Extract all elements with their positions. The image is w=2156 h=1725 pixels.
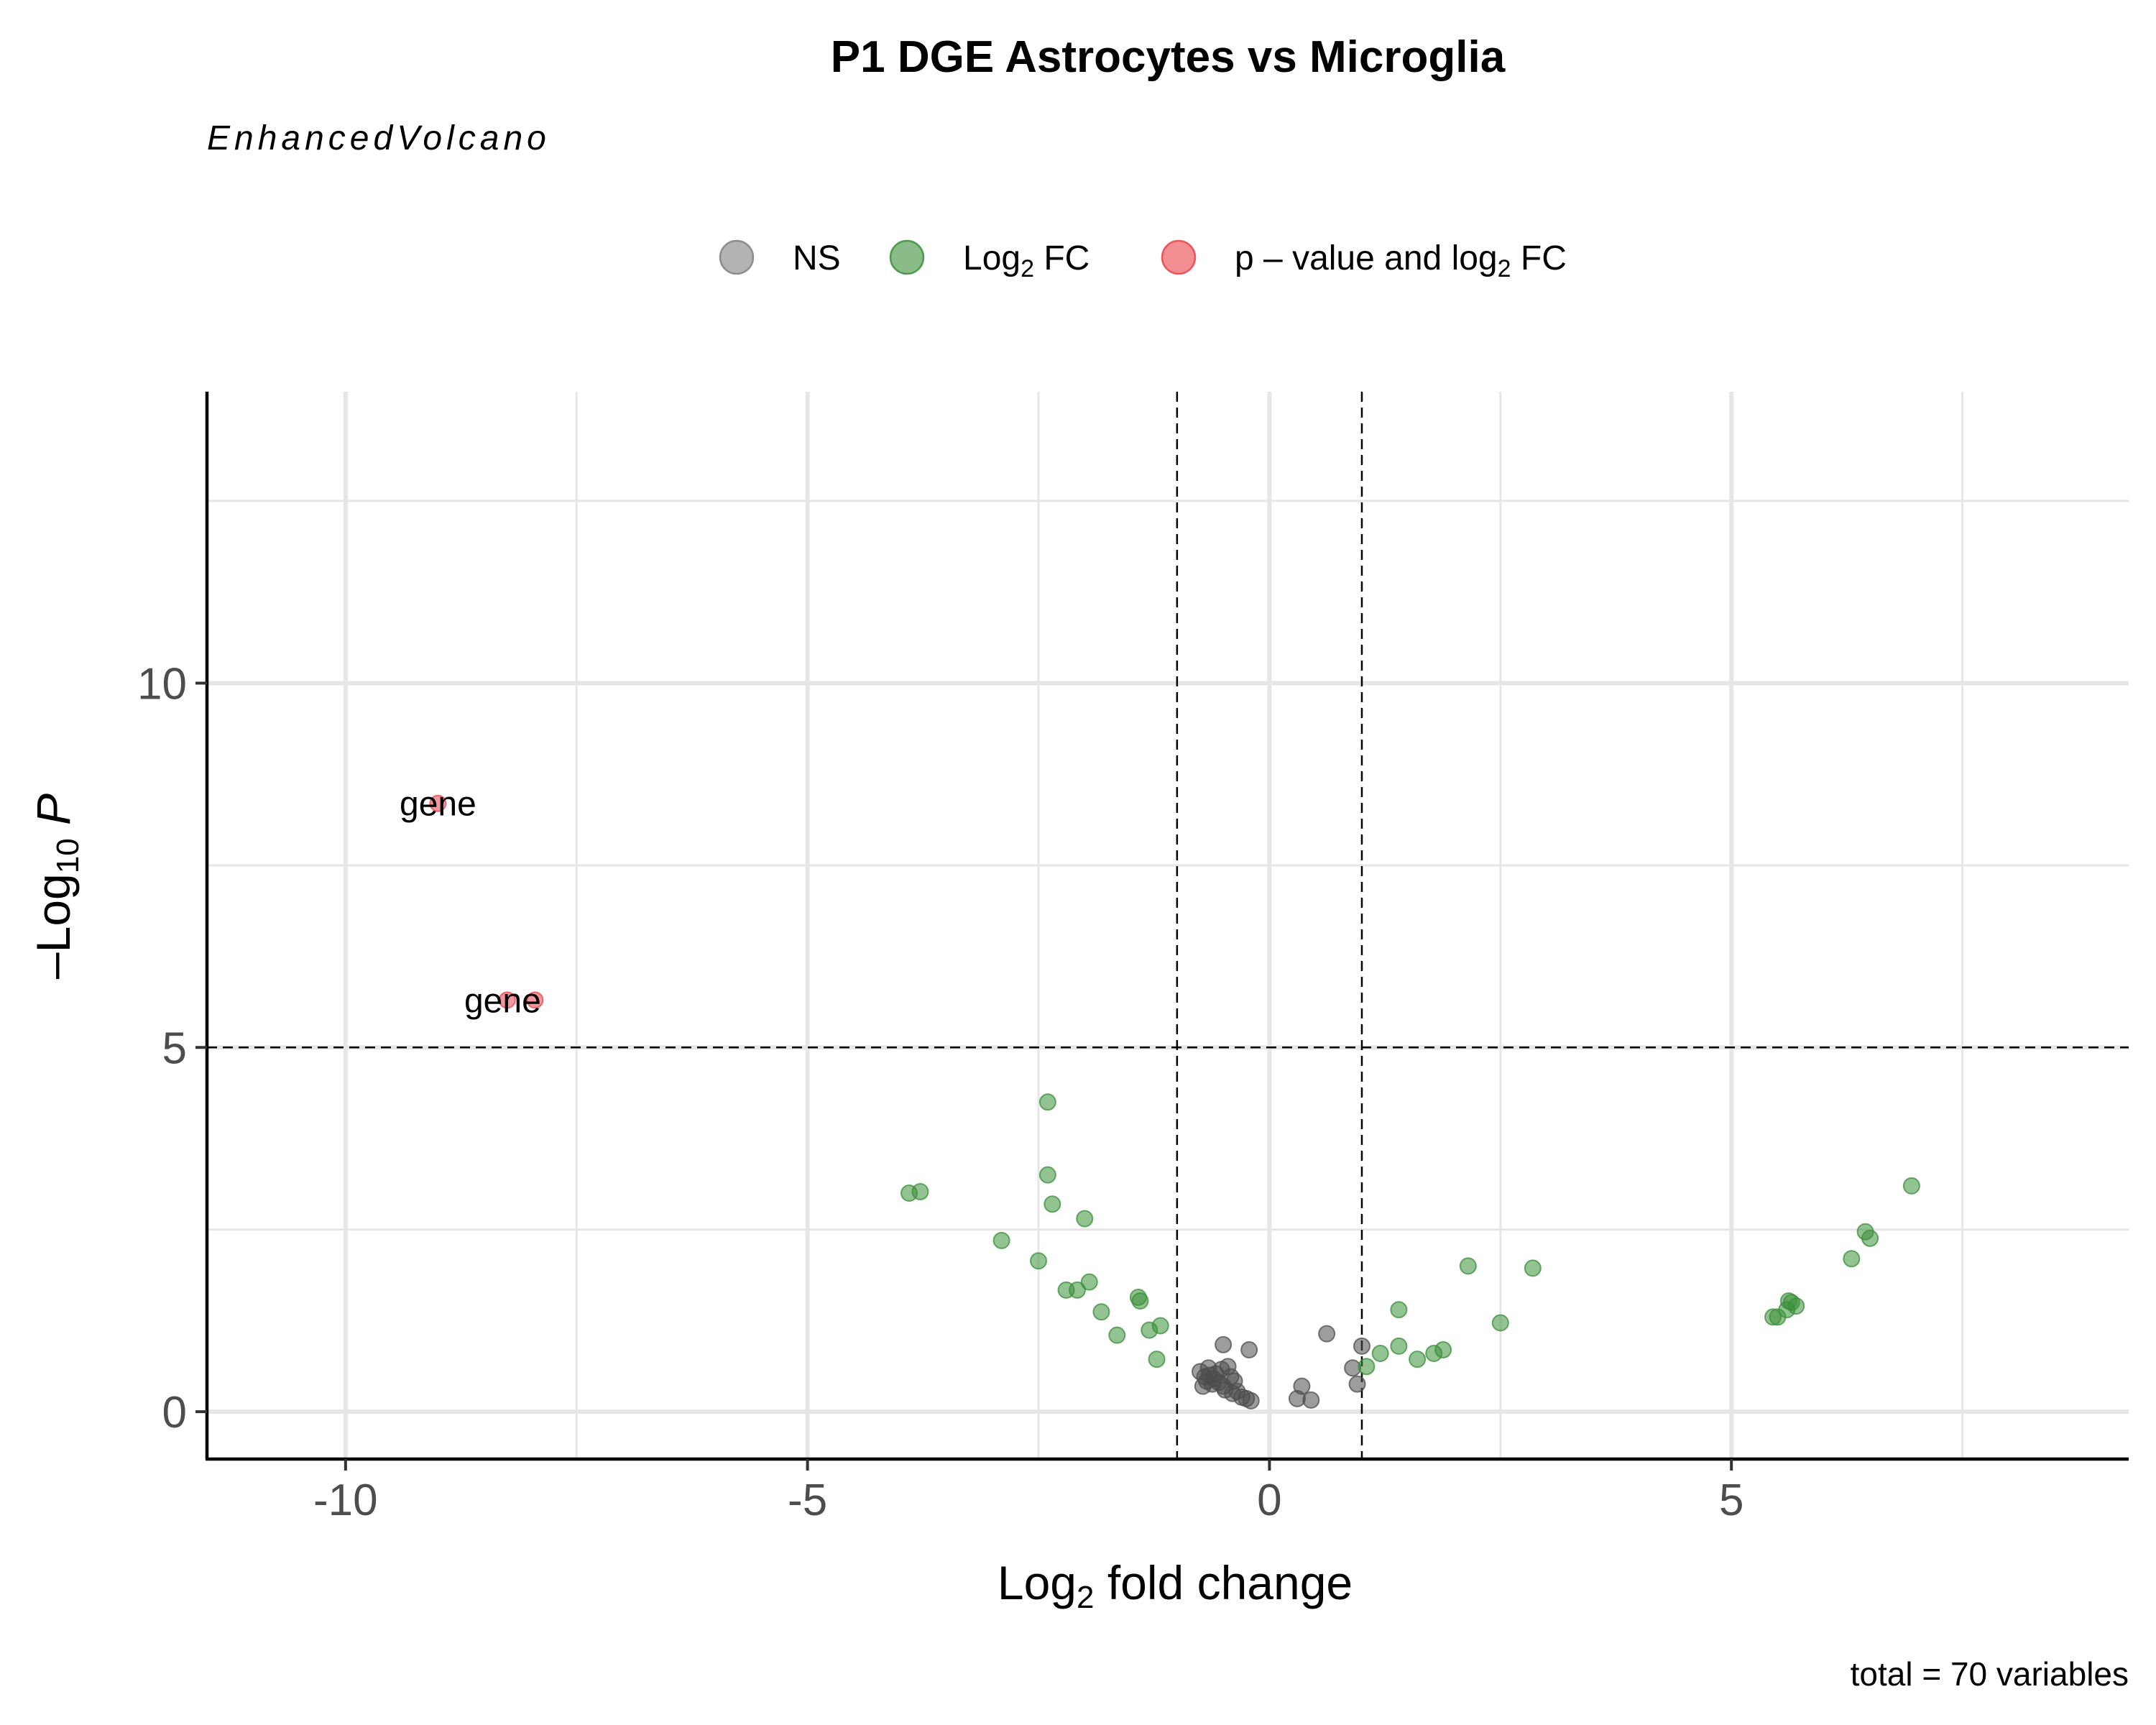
data-point-fc [1902,1177,1920,1195]
y-axis-title: –Log10 P [27,794,86,979]
point-labels: gene gene [400,786,541,1021]
legend-label-base: Log [963,239,1021,277]
data-point-fc [911,1182,929,1200]
data-point-fc [1030,1252,1048,1270]
chart-caption: total = 70 variables [1851,1655,2129,1693]
data-point-fc [1491,1314,1509,1332]
chart-subtitle: EnhancedVolcano [207,119,550,157]
data-point-both [429,794,447,812]
legend-key-ns [719,239,755,275]
data-point-fc [1044,1195,1061,1213]
data-point-fc [1038,1166,1056,1184]
data-points [429,794,1920,1409]
legend: NS Log2 FC p – value and log2 FC [719,239,1567,282]
data-point-fc [1069,1281,1087,1299]
data-point-fc [1861,1229,1879,1247]
data-point-fc [1524,1259,1542,1277]
point-label: gene [400,786,476,824]
data-point-fc [1409,1351,1427,1368]
y-axis-title-tail: P [27,794,80,838]
legend-label-both: p – value and log2 FC [1235,239,1567,282]
x-axis-title: Log2 fold change [998,1556,1353,1615]
legend-label-sub: 2 [1498,255,1511,282]
data-point-fc [1390,1337,1408,1355]
legend-key-fc [889,239,925,275]
data-point-ns [1242,1392,1260,1409]
data-point-fc [1390,1301,1408,1319]
x-tick-label: 0 [1257,1476,1281,1525]
data-point-fc [1092,1303,1110,1321]
x-axis-title-sub: 2 [1077,1580,1094,1615]
data-point-fc [1843,1250,1861,1268]
y-tick-label: 0 [162,1388,187,1438]
data-point-fc [1787,1297,1805,1315]
y-axis-title-pre: –Log [27,873,80,979]
data-point-fc [1459,1257,1477,1275]
data-point-fc [1108,1326,1126,1344]
x-tick-label: 5 [1719,1476,1743,1525]
legend-label-tail: FC [1511,239,1567,277]
data-point-fc [1151,1317,1169,1335]
data-point-fc [992,1231,1010,1249]
data-point-ns [1293,1377,1311,1395]
x-tick-label: -5 [788,1476,827,1525]
legend-label-base: p – value and log [1235,239,1498,277]
cutoff-lines [207,392,2129,1459]
y-tick-label: 10 [137,659,187,709]
data-point-fc [1080,1273,1098,1291]
point-label: gene [464,982,541,1020]
ticks: -10 -5 0 5 0 5 10 [137,659,1743,1525]
legend-label-fc: Log2 FC [963,239,1089,282]
y-tick-label: 5 [162,1024,187,1073]
data-point-ns [1348,1375,1366,1393]
x-tick-label: -10 [313,1476,378,1525]
data-point-fc [1038,1093,1056,1111]
legend-key-both [1161,239,1197,275]
axes [205,392,2129,1461]
data-point-fc [1358,1358,1376,1376]
data-point-both [526,991,544,1009]
data-point-both [498,991,516,1009]
data-point-ns [1194,1377,1212,1395]
plot-grid [207,392,2129,1459]
legend-label-tail: FC [1034,239,1089,277]
legend-label-text: NS [793,239,841,277]
x-axis-title-tail: fold change [1094,1556,1353,1609]
x-axis-title-base: Log [998,1556,1077,1609]
legend-label-ns: NS [793,239,841,277]
data-point-fc [1148,1351,1166,1368]
data-point-ns [1318,1325,1336,1343]
data-point-ns [1353,1337,1370,1355]
data-point-ns [1199,1359,1217,1377]
data-point-fc [1434,1340,1452,1358]
data-point-ns [1240,1340,1258,1358]
data-point-ns [1302,1391,1320,1409]
chart-title: P1 DGE Astrocytes vs Microglia [831,32,1506,82]
data-point-ns [1215,1335,1233,1353]
data-point-fc [1076,1210,1094,1228]
y-axis-title-sub: 10 [50,838,86,873]
legend-label-sub: 2 [1021,255,1034,282]
data-point-fc [1131,1292,1149,1310]
data-point-fc [1371,1345,1389,1363]
